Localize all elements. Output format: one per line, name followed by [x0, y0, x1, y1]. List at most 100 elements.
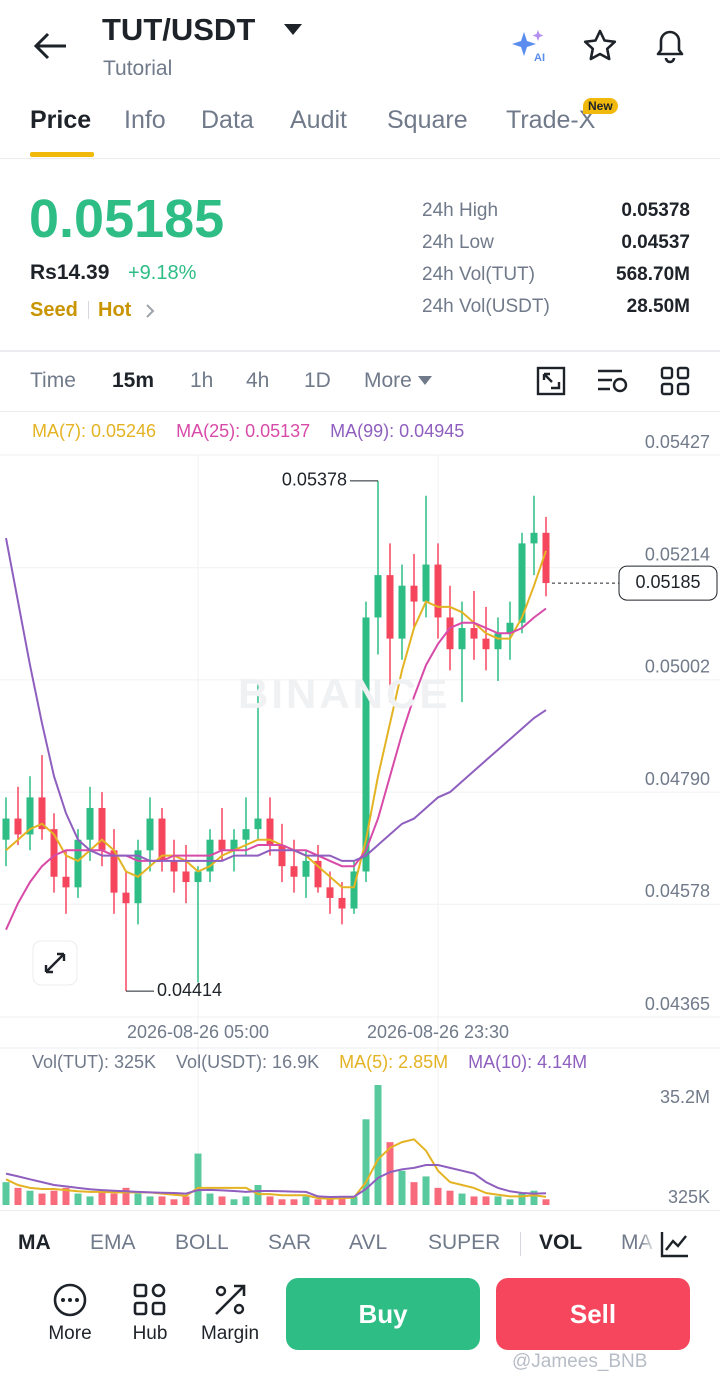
volume-bar	[422, 1176, 430, 1205]
chart-type-icon[interactable]	[660, 1230, 690, 1258]
y-tick-label: 35.2M	[660, 1087, 710, 1107]
candle-body	[314, 860, 322, 888]
interval[interactable]: 1D	[304, 369, 331, 392]
candle-body	[386, 575, 394, 639]
candle-body	[242, 829, 250, 840]
candle-body	[230, 839, 238, 851]
volume-bar	[74, 1193, 82, 1205]
volume-bar	[398, 1170, 406, 1205]
candle-body	[266, 818, 274, 846]
chart-settings-icon[interactable]	[536, 366, 566, 396]
indicator[interactable]: EMA	[90, 1231, 136, 1254]
action-label[interactable]: Margin	[200, 1323, 260, 1344]
back-button[interactable]	[32, 30, 68, 62]
volume-bar	[374, 1085, 382, 1205]
volume-bar	[326, 1199, 334, 1205]
favorite-icon[interactable]	[582, 28, 618, 64]
ma-line	[5, 607, 547, 931]
candle-body	[122, 892, 130, 904]
legend-entry: MA(7): 0.05246	[32, 421, 156, 441]
stat-value: 28.50M	[626, 296, 690, 317]
hub-icon[interactable]	[132, 1282, 168, 1318]
candle-body	[470, 628, 478, 639]
pair-caret[interactable]	[284, 24, 302, 36]
pair-subtitle: Tutorial	[103, 57, 173, 80]
legend-entry: Vol(USDT): 16.9K	[176, 1052, 319, 1072]
candle-body	[542, 532, 550, 584]
tab[interactable]: Audit	[290, 106, 347, 134]
volume-bar	[242, 1196, 250, 1205]
volume-bar	[302, 1196, 310, 1205]
candle-body	[74, 839, 82, 888]
interval[interactable]: 4h	[246, 369, 270, 392]
candle-body	[146, 818, 154, 851]
tab[interactable]: Price	[30, 106, 92, 134]
stat-value: 568.70M	[616, 264, 690, 285]
action-label[interactable]: Hub	[132, 1323, 168, 1344]
volume-bar	[50, 1190, 58, 1205]
candle-body	[278, 845, 286, 867]
fullscreen-button[interactable]	[32, 940, 78, 986]
volume-bar	[266, 1196, 274, 1205]
indicator[interactable]: AVL	[349, 1231, 388, 1254]
tag[interactable]: Seed	[30, 299, 78, 321]
tab[interactable]: Trade-X	[506, 106, 596, 134]
y-tick-label: 0.04365	[645, 994, 710, 1014]
buy-button[interactable]: Buy	[286, 1278, 480, 1350]
action-label[interactable]: More	[48, 1323, 92, 1344]
tab[interactable]: Info	[124, 106, 166, 134]
indicator[interactable]: SAR	[268, 1231, 312, 1254]
volume-bar	[26, 1190, 34, 1205]
volume-bar	[470, 1196, 478, 1205]
volume-bar	[14, 1187, 22, 1205]
price-change: +9.18%	[128, 262, 197, 284]
sell-button[interactable]: Sell	[496, 1278, 690, 1350]
pair-title[interactable]: TUT/USDT	[102, 12, 256, 47]
layout-icon[interactable]	[660, 366, 690, 396]
new-badge: New	[583, 98, 618, 114]
volume-bar	[362, 1119, 370, 1205]
volume-ma-line	[5, 1164, 547, 1199]
volume-bar	[314, 1199, 322, 1205]
volume-bar	[98, 1190, 106, 1205]
interval[interactable]: More	[364, 369, 412, 392]
candle-body	[170, 860, 178, 872]
volume-bar	[482, 1196, 490, 1205]
volume-bar	[290, 1199, 298, 1205]
indicator[interactable]: BOLL	[175, 1231, 229, 1254]
margin-icon[interactable]	[212, 1282, 248, 1318]
y-tick-label: 0.05427	[645, 432, 710, 452]
ai-icon[interactable]: AI	[510, 28, 548, 64]
indicator[interactable]: MA	[18, 1231, 51, 1254]
volume-bar	[338, 1196, 346, 1205]
divider	[0, 350, 720, 352]
volume-bar	[158, 1196, 166, 1205]
tab[interactable]: Data	[201, 106, 254, 134]
interval[interactable]: 1h	[190, 369, 214, 392]
more-icon[interactable]	[52, 1282, 88, 1318]
indicator-icon[interactable]	[596, 366, 630, 396]
candle-body	[338, 897, 346, 909]
divider	[0, 158, 720, 159]
alert-icon[interactable]	[652, 26, 688, 64]
volume-bar	[458, 1193, 466, 1205]
indicator[interactable]: VOL	[539, 1231, 583, 1254]
volume-ma-line	[5, 1138, 547, 1200]
candle-body	[434, 564, 442, 618]
separator	[520, 1232, 521, 1256]
tab[interactable]: Square	[387, 106, 468, 134]
tag[interactable]: Hot	[98, 299, 132, 321]
candle-body	[398, 585, 406, 639]
indicator[interactable]: SUPER	[428, 1231, 501, 1254]
price-tag-label: 0.05185	[635, 572, 700, 592]
interval[interactable]: 15m	[112, 369, 155, 392]
legend-entry: MA(10): 4.14M	[468, 1052, 587, 1072]
volume-bar	[530, 1190, 538, 1205]
candle-body	[374, 575, 382, 618]
stat-label: 24h Vol(USDT)	[422, 296, 550, 317]
volume-bar	[446, 1190, 454, 1205]
ma-line	[5, 537, 547, 862]
candle-body	[518, 543, 526, 623]
candle-body	[350, 871, 358, 909]
ma-line	[5, 550, 547, 889]
